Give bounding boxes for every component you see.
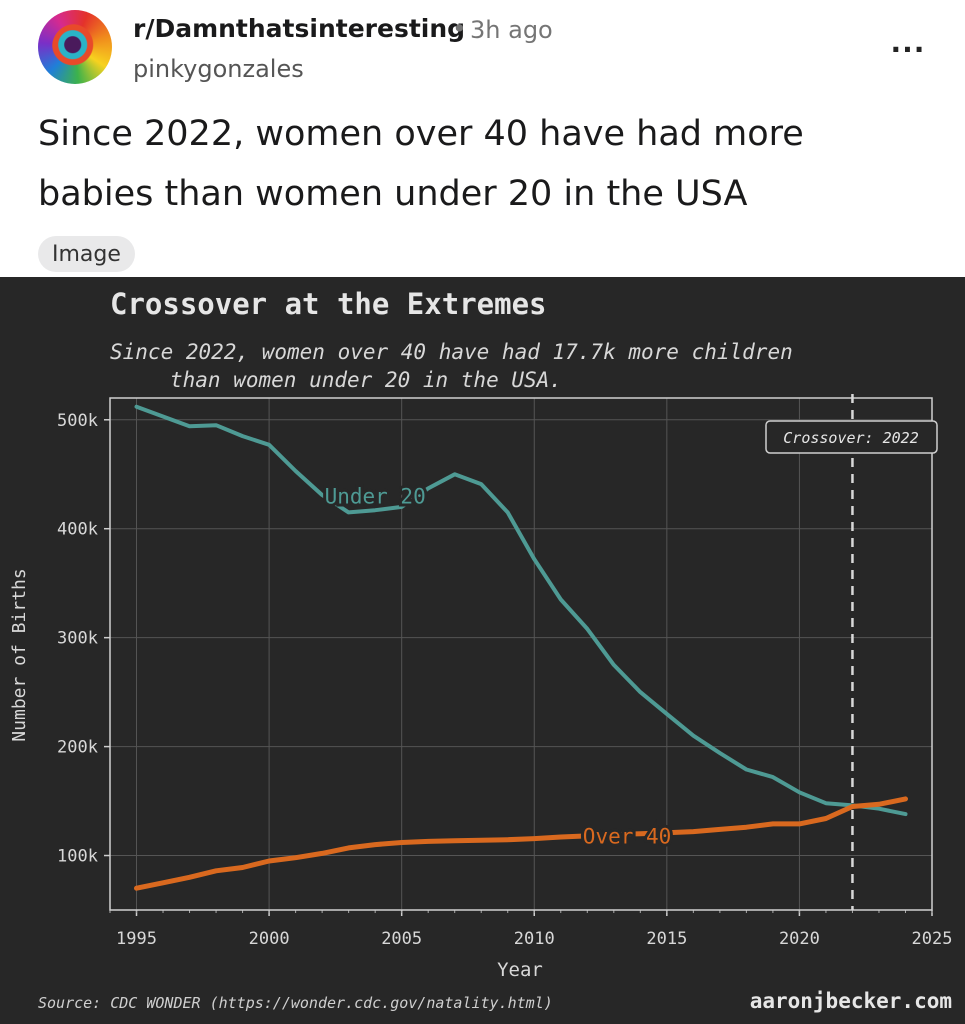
post-header: r/Damnthatsinteresting • 3h ago pinkygon… (0, 0, 965, 275)
y-tick-label: 200k (57, 738, 98, 758)
chart-image[interactable]: Crossover at the Extremes Since 2022, wo… (0, 277, 965, 1024)
chart-subtitle-line-1: Since 2022, women over 40 have had 17.7k… (110, 340, 793, 364)
x-tick-label: 2020 (779, 929, 820, 949)
subreddit-name[interactable]: r/Damnthatsinteresting (133, 14, 466, 43)
x-tick-label: 2005 (381, 929, 422, 949)
over-40-line (134, 796, 908, 891)
x-axis-label: Year (497, 959, 543, 981)
x-tick-label: 2025 (912, 929, 953, 949)
plot-area: 1995 2000 2005 2010 2015 2020 2025 100k 200k 300k… (57, 394, 952, 949)
under-20-line (134, 404, 908, 817)
post-title[interactable]: Since 2022, women over 40 have had more … (38, 104, 938, 224)
x-tick-label: 2010 (514, 929, 555, 949)
x-tick-label: 2015 (646, 929, 687, 949)
post-title-line-1: Since 2022, women over 40 have had more (38, 114, 804, 154)
y-tick-label: 500k (57, 411, 98, 431)
chart-subtitle-line-2: than women under 20 in the USA. (170, 368, 562, 392)
more-options-button[interactable]: ... (890, 26, 926, 59)
under-20-label: Under 20 (325, 485, 426, 509)
y-tick-label: 300k (57, 629, 98, 649)
post-title-line-2: babies than women under 20 in the USA (38, 174, 748, 214)
subreddit-avatar[interactable] (38, 10, 112, 84)
source-note: Source: CDC WONDER (https://wonder.cdc.g… (38, 994, 553, 1012)
x-tick-label: 2000 (249, 929, 290, 949)
y-tick-label: 400k (57, 520, 98, 540)
post-author[interactable]: pinkygonzales (133, 55, 304, 83)
over-40-label: Over 40 (583, 825, 672, 849)
y-tick-label: 100k (57, 847, 98, 867)
chart-title: Crossover at the Extremes (110, 287, 547, 321)
line-chart: Crossover at the Extremes Since 2022, wo… (9, 287, 952, 1013)
x-tick-label: 1995 (116, 929, 157, 949)
crossover-label-box (765, 420, 938, 454)
separator-dot: • (452, 14, 467, 43)
post-time: 3h ago (470, 16, 553, 44)
crossover-label: Crossover: 2022 (783, 429, 918, 447)
image-flair: Image (38, 236, 135, 272)
credit-text: aaronjbecker.com (750, 989, 952, 1013)
plot-frame (109, 397, 933, 911)
y-axis-label: Number of Births (9, 568, 30, 741)
